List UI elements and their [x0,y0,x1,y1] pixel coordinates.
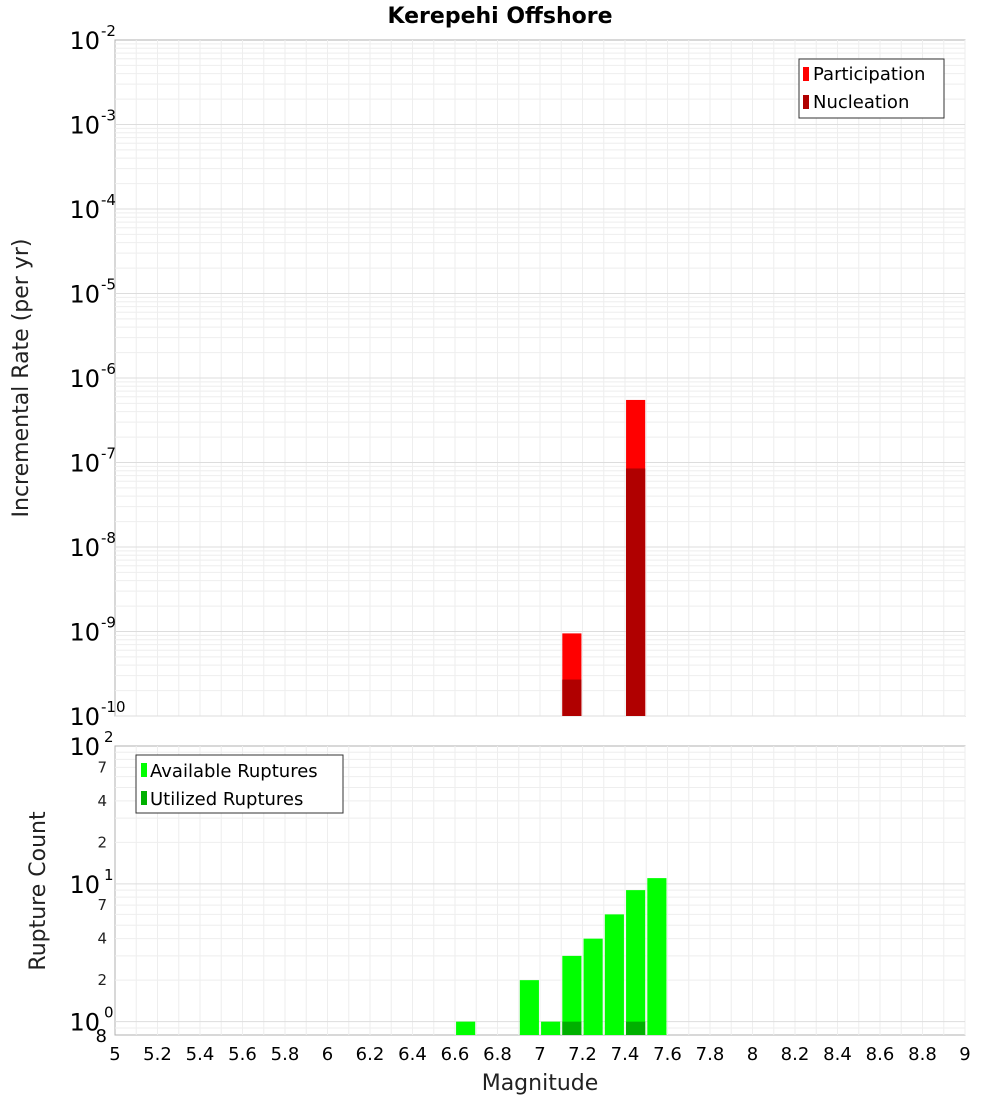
legend-swatch-utilized [141,791,147,805]
available-ruptures-bar [541,1021,561,1035]
x-tick-label: 6.2 [356,1044,385,1065]
chart-title: Kerepehi Offshore [387,4,612,29]
legend-swatch-available [141,763,147,777]
utilized-ruptures-bar [626,1021,646,1035]
bottom-y-minor-tick: 4 [97,792,107,810]
top-y-tick-exponent: -10 [101,698,126,716]
legend-label-available: Available Ruptures [150,761,318,782]
bottom-y-minor-tick: 8 [96,1026,107,1047]
available-ruptures-bar [519,980,539,1035]
bottom-y-minor-tick: 7 [97,758,107,776]
utilized-ruptures-bar [562,1021,582,1035]
top-y-tick-base: 10 [69,703,100,731]
bottom-y-minor-tick: 4 [97,930,107,948]
x-tick-label: 7.8 [696,1044,725,1065]
x-tick-label: 9 [959,1044,970,1065]
x-tick-label: 5.2 [143,1044,172,1065]
top-y-tick-exponent: -3 [101,107,116,125]
top-legend: Participation Nucleation [798,58,945,119]
x-tick-label: 6 [322,1044,333,1065]
legend-label-participation: Participation [813,64,925,85]
x-tick-label: 5.4 [186,1044,215,1065]
top-y-tick-exponent: -9 [101,614,116,632]
top-y-tick-exponent: -4 [101,191,116,209]
top-y-tick-base: 10 [69,196,100,224]
bottom-y-tick-base: 10 [69,871,100,899]
x-tick-label: 5.6 [228,1044,257,1065]
legend-swatch-nucleation [803,95,809,109]
legend-label-utilized: Utilized Ruptures [150,789,303,810]
x-tick-label: 7.4 [611,1044,640,1065]
bottom-y-minor-tick: 7 [97,896,107,914]
top-y-tick-base: 10 [69,619,100,647]
bottom-y-tick-exponent: 0 [104,1004,114,1022]
x-tick-label: 5.8 [271,1044,300,1065]
bottom-y-tick-base: 10 [69,1009,100,1037]
bottom-y-tick-base: 10 [69,733,100,761]
x-tick-label: 8.8 [908,1044,937,1065]
top-y-tick-base: 10 [69,450,100,478]
x-tick-label: 7.2 [568,1044,597,1065]
x-tick-label: 5 [109,1044,120,1065]
top-y-tick-base: 10 [69,365,100,393]
x-tick-label: 8 [747,1044,758,1065]
top-y-tick-base: 10 [69,281,100,309]
top-y-tick-exponent: -7 [101,445,116,463]
x-tick-label: 8.2 [781,1044,810,1065]
available-ruptures-bar [626,890,646,1035]
legend-label-nucleation: Nucleation [813,92,909,113]
bottom-legend: Available Ruptures Utilized Ruptures [135,754,344,814]
available-ruptures-bar [583,938,603,1035]
available-ruptures-bar [647,878,667,1035]
bottom-y-minor-tick: 2 [97,833,107,851]
legend-swatch-participation [803,67,809,81]
x-tick-label: 7 [534,1044,545,1065]
x-tick-label: 8.6 [866,1044,895,1065]
x-tick-label: 6.8 [483,1044,512,1065]
bottom-y-tick-exponent: 1 [104,866,114,884]
x-tick-label: 6.6 [441,1044,470,1065]
top-y-tick-exponent: -8 [101,529,116,547]
nucleation-bar [626,468,646,716]
x-tick-label: 7.6 [653,1044,682,1065]
available-ruptures-bar [604,914,624,1035]
bottom-y-minor-tick: 2 [97,971,107,989]
available-ruptures-bar [562,955,582,1035]
bottom-y-axis-label: Rupture Count [26,811,51,971]
top-y-tick-base: 10 [69,27,100,55]
x-tick-label: 8.4 [823,1044,852,1065]
x-tick-label: 6.4 [398,1044,427,1065]
top-y-tick-exponent: -2 [101,22,116,40]
available-ruptures-bar [456,1021,476,1035]
top-y-tick-base: 10 [69,112,100,140]
bottom-y-tick-exponent: 2 [104,728,114,746]
nucleation-bar [562,679,582,716]
top-y-tick-exponent: -5 [101,276,116,294]
top-y-tick-base: 10 [69,534,100,562]
x-axis-label: Magnitude [482,1071,599,1096]
top-y-axis-label: Incremental Rate (per yr) [9,239,34,518]
top-y-tick-exponent: -6 [101,360,116,378]
